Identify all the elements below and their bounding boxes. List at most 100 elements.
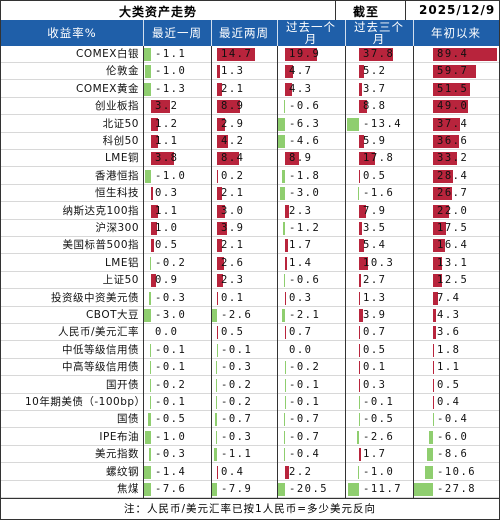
value-text: 1.3 [221,65,245,78]
header-divider [413,20,414,46]
value-bar [359,326,360,340]
value-bar [217,256,224,270]
value-cell: -6.0 [413,429,499,446]
value-cell: -0.4 [413,411,499,428]
header-label: 收益率% [47,26,97,40]
value-bar [359,152,376,166]
value-bar [359,48,394,61]
value-text: 37.4 [437,117,469,130]
value-bar [151,239,154,253]
value-text: -2.6 [363,430,395,443]
header-week: 最近一周 [152,26,202,40]
value-bar [149,256,151,270]
value-text: -2.1 [289,309,321,321]
value-text: 8.4 [221,152,245,165]
row-label: COMEX白银 [76,48,139,60]
value-bar [144,465,151,479]
value-cell: -20.5 [277,481,345,498]
value-text: -0.7 [289,413,321,426]
value-cell: 0.0 [277,342,345,359]
value-bar [217,135,228,148]
value-bar [150,361,151,375]
value-text: -1.3 [155,82,187,95]
value-bar [212,483,217,496]
table-row: IPE布油 -1.0 -0.3 -0.7 -2.6 -6.0 [1,429,499,446]
table-row: 上证50 0.9 2.3 -0.6 2.7 12.5 [1,272,499,290]
value-text: 2.1 [221,187,245,200]
value-cell: 0.7 [277,324,345,341]
row-label: 国债 [117,413,139,426]
row-label: 创业板指 [95,100,139,113]
value-text: -0.2 [155,256,187,269]
value-cell: 0.7 [345,324,413,341]
value-bar [433,396,434,409]
value-text: 3.9 [363,309,387,321]
table-row: 美国标普500指 0.5 2.1 1.7 5.4 16.4 [1,237,499,255]
value-bar [359,343,360,357]
value-cell: -1.0 [143,429,211,446]
row-label: LME铝 [104,256,139,269]
row-label: 科创50 [102,135,139,147]
value-text: 0.3 [155,187,179,200]
value-cell: 3.9 [211,220,277,237]
value-bar [359,256,369,270]
table-row: LME铜 3.8 8.4 8.9 17.8 33.2 [1,150,499,168]
footnote: 注：人民币/美元汇率已按1人民币=多少美元反向 [1,498,499,520]
table-row: 中高等级信用债 -0.1 -0.3 -0.2 0.1 1.1 [1,359,499,377]
value-cell: -7.6 [143,481,211,498]
table-row: 香港恒指 -1.0 0.2 -1.8 0.5 28.4 [1,168,499,185]
value-bar [281,309,285,322]
value-text: 0.5 [437,378,461,391]
value-cell: -0.4 [277,446,345,463]
value-cell: 1.4 [277,255,345,272]
value-cell: 8.8 [345,98,413,115]
value-bar [285,152,300,166]
value-cell: 1.0 [143,220,211,237]
value-bar [284,448,285,462]
table-row: 沪深300 1.0 3.9 -1.2 3.5 17.5 [1,220,499,237]
value-bar [217,152,239,166]
value-text: 59.7 [437,65,469,78]
row-label: 伦敦金 [106,65,139,78]
value-cell: 89.4 [413,46,499,63]
value-bar [433,100,469,114]
value-cell: 19.9 [277,46,345,63]
value-text: 3.9 [221,222,245,234]
value-cell: 7.9 [345,203,413,220]
value-text: -0.1 [155,361,187,374]
value-text: -0.2 [221,396,253,408]
value-text: 0.7 [363,326,387,339]
value-cell: 3.9 [345,307,413,324]
value-cell: 3.2 [143,98,211,115]
value-text: 5.4 [363,239,387,252]
value-bar [433,291,439,305]
value-bar [151,100,171,114]
value-text: 17.5 [437,222,469,234]
value-bar [433,169,454,183]
row-label: 沪深300 [95,222,139,234]
value-bar [217,222,228,235]
value-bar [356,430,359,444]
value-bar [285,326,287,340]
row-label: 焦煤 [117,483,139,495]
value-cell: 8.9 [211,98,277,115]
value-cell: -0.5 [143,411,211,428]
value-text: -0.1 [289,378,321,391]
value-cell: -0.2 [211,377,277,394]
value-text: -1.8 [289,169,321,182]
value-cell: -0.1 [143,394,211,411]
header-row: 收益率% 最近一周 最近两周 过去一个月 过去三个月 年初以来 [1,20,499,46]
value-text: -7.9 [221,483,253,495]
value-bar [285,204,289,218]
value-bar [348,483,359,496]
value-bar [283,430,285,444]
value-text: 2.7 [363,274,387,287]
value-text: 22.0 [437,204,469,217]
value-text: -0.7 [289,430,321,443]
value-cell: -1.0 [345,464,413,481]
value-text: 0.2 [221,169,245,182]
row-label: 人民币/美元汇率 [57,326,139,339]
value-text: 5.2 [363,65,387,78]
value-cell: 0.4 [211,464,277,481]
value-cell: -0.3 [211,429,277,446]
